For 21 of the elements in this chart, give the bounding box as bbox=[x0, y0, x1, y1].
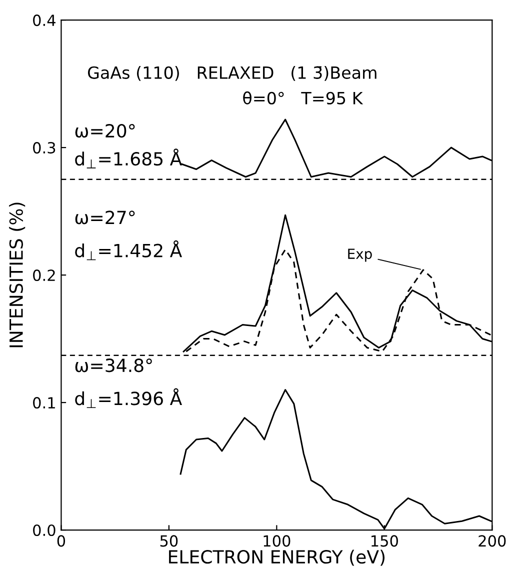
annotation: d$_{⊥}$=1.452 Å bbox=[75, 240, 182, 260]
y-tick-label: 0.2 bbox=[33, 270, 55, 282]
text: GaAs (110) RELAXED (1 3̄)Beam bbox=[88, 66, 376, 81]
y-axis-title: INTENSITIES (%) bbox=[9, 202, 26, 348]
annotation: d$_{⊥}$=1.396 Å bbox=[75, 388, 182, 408]
annotation: d$_{⊥}$=1.685 Å bbox=[75, 148, 182, 168]
x-tick-label: 200 bbox=[478, 535, 506, 547]
x-tick-label: 100 bbox=[264, 535, 290, 547]
legend-label: Exp bbox=[348, 248, 372, 262]
annotation: ω=27° bbox=[75, 210, 135, 224]
y-tick-label: 0.0 bbox=[33, 524, 56, 536]
x-axis-title: ELECTRON ENERGY (eV) bbox=[169, 550, 385, 566]
y-tick-label: 0.3 bbox=[33, 142, 56, 154]
x-tick-label: 150 bbox=[372, 535, 398, 547]
annotation: ω=34.8° bbox=[75, 358, 152, 372]
x-tick-label: 50 bbox=[160, 535, 178, 547]
x-tick-label: 0 bbox=[57, 535, 66, 547]
text: θ=0° T=95 K bbox=[243, 91, 364, 104]
annotation: ω=20° bbox=[75, 124, 135, 138]
y-tick-label: 0.1 bbox=[33, 397, 55, 409]
y-tick-label: 0.4 bbox=[33, 14, 56, 26]
